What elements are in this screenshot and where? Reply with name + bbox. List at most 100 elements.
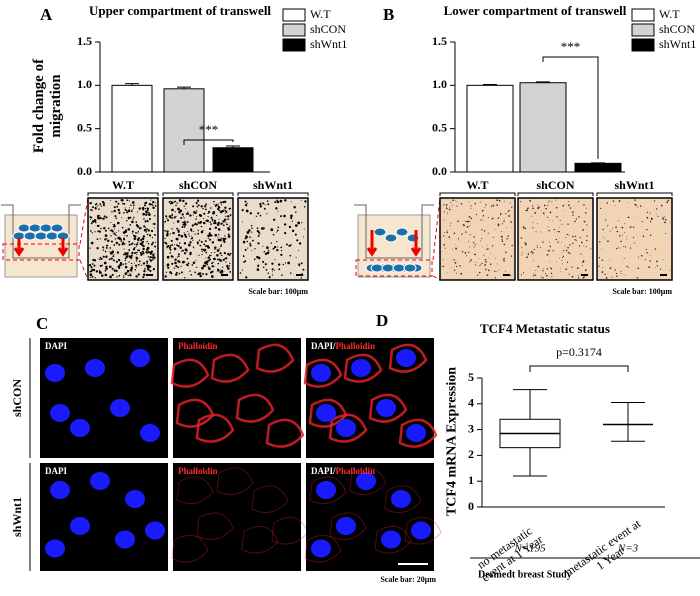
speckle [555,238,557,241]
speckle [199,214,203,218]
speckle [170,272,173,275]
speckle [142,212,145,216]
speckle [482,219,484,221]
y-tick-label: 0.0 [77,164,92,178]
speckle [99,216,102,220]
speckle [118,230,120,232]
actin [171,534,209,563]
speckle [142,247,145,251]
speckle [509,202,511,204]
speckle [601,259,604,261]
speckle [542,212,545,215]
speckle [464,252,467,254]
speckle [219,239,221,241]
speckle [184,235,188,238]
speckle [510,221,513,223]
speckle [632,226,635,228]
speckle [543,204,546,207]
speckle [135,266,137,268]
speckle [122,263,124,266]
speckle [216,223,220,226]
speckle [202,221,206,225]
speckle [564,245,566,247]
actin [255,343,295,373]
speckle [177,230,180,234]
whisker [513,389,547,420]
speckle [136,251,138,254]
speckle [206,219,209,223]
arrow [57,238,69,257]
speckle [190,274,193,276]
speckle [98,230,101,233]
speckle [624,246,626,248]
speckle [149,259,153,262]
speckle [219,259,222,262]
speckle [121,226,124,229]
speckle [504,200,506,202]
speckle [665,233,667,235]
speckle [443,204,445,206]
speckle [106,238,108,240]
speckle [209,227,212,230]
speckle [94,277,96,279]
speckle [542,270,544,272]
speckle [138,260,141,263]
speckle [166,255,170,259]
speckle [602,228,604,231]
speckle [176,244,179,247]
speckle [558,257,560,259]
speckle [501,240,504,243]
speckle [283,214,286,218]
speckle [646,252,648,254]
speckle [115,260,118,263]
speckle [599,241,601,243]
arrow [366,230,378,257]
speckle [225,215,227,217]
speckle [497,224,500,227]
speckle [129,268,133,272]
speckle [298,242,302,245]
channel-label: Phalloidin [178,341,218,351]
channel-label: DAPI/Phalloidin [311,341,375,351]
speckle [97,230,100,233]
speckle [147,229,151,232]
speckle [291,229,295,233]
speckle [212,276,214,278]
speckle [640,254,642,256]
speckle [204,250,206,252]
speckle [220,254,223,257]
speckle [473,246,475,248]
speckle [106,244,109,247]
speckle [170,201,174,205]
speckle [212,211,215,215]
speckle [168,215,172,218]
speckle [247,247,249,249]
channel-label: DAPI/Phalloidin [311,466,375,476]
speckle [446,230,448,232]
speckle [205,208,207,211]
speckle [481,209,484,212]
speckle [205,203,207,206]
speckle [488,257,490,259]
speckle [104,269,107,272]
speckle [503,201,505,203]
speckle [572,235,574,238]
speckle [118,243,121,246]
speckle [91,275,94,278]
speckle [209,258,212,261]
speckle [446,212,448,214]
bar [466,84,514,173]
speckle [105,265,108,269]
speckle [534,270,536,272]
speckle [191,224,194,227]
speckle [290,214,293,218]
speckle [262,227,265,230]
nucleus [406,424,426,442]
image-label-rule [596,192,673,196]
speckle [446,272,448,273]
speckle [214,246,217,249]
speckle [244,248,247,251]
channel-label-part: DAPI [45,341,67,351]
speckle [578,245,581,247]
speckle [264,263,267,266]
